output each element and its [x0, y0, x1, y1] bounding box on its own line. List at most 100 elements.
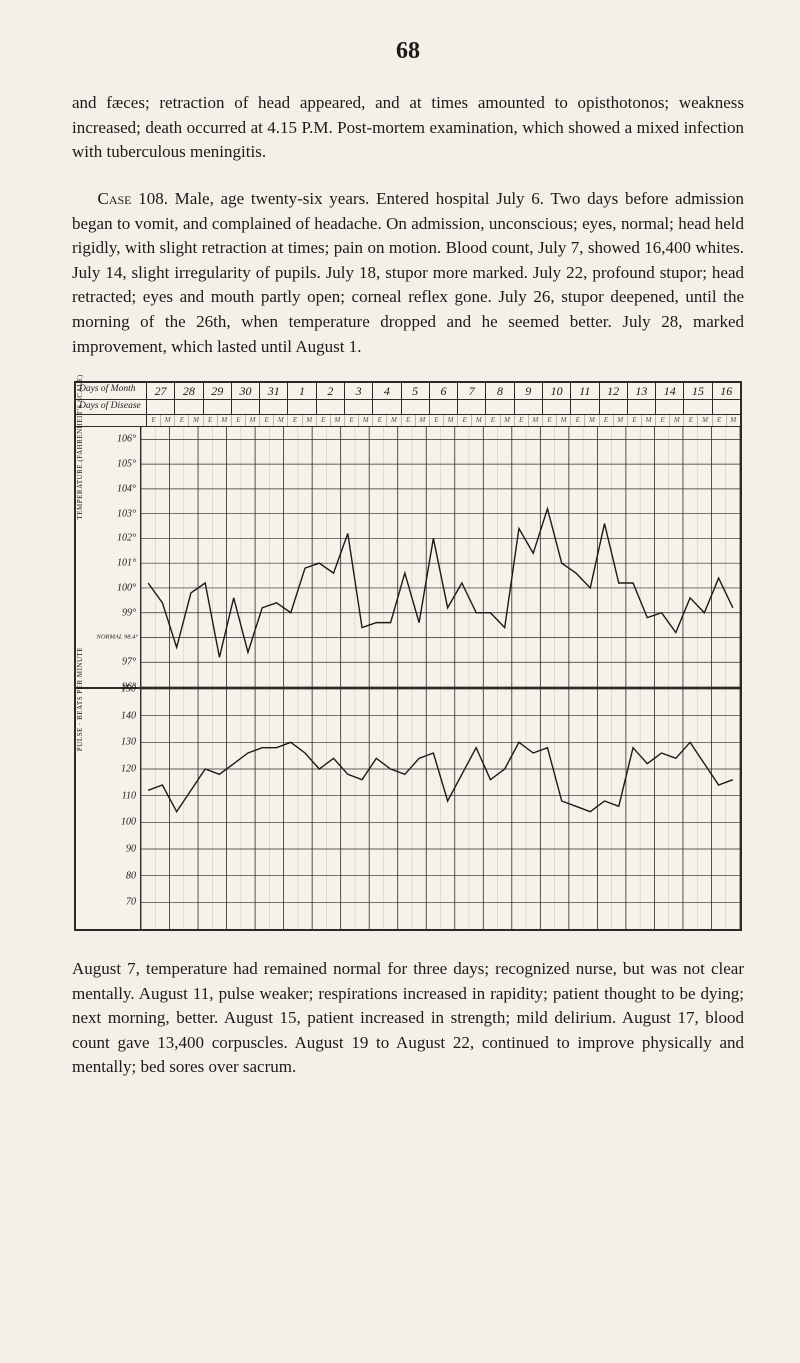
em-cell: M: [274, 415, 288, 426]
em-cell: E: [232, 415, 246, 426]
day-of-month-cell: 5: [402, 383, 430, 399]
page-number: 68: [72, 38, 744, 65]
day-of-disease-cell: [402, 400, 430, 414]
em-cell: E: [543, 415, 557, 426]
em-cell: E: [600, 415, 614, 426]
day-of-month-cell: 13: [628, 383, 656, 399]
day-of-disease-cell: [430, 400, 458, 414]
em-cell: M: [416, 415, 430, 426]
temp-axis-label: TEMPERATURE.(FAHRENHEIT'S SCALE): [76, 337, 84, 557]
pulse-y-axis: PULSE · BEATS PER MINUTE 150140130120110…: [76, 689, 141, 929]
temp-plot-area: [141, 427, 740, 687]
chart-header-month: Days of Month 27282930311234567891011121…: [76, 383, 740, 400]
em-cell: M: [529, 415, 543, 426]
day-of-disease-cell: [600, 400, 628, 414]
days-of-month-label: Days of Month: [76, 383, 147, 399]
case-label: Case 108.: [98, 189, 168, 208]
y-tick-label: 110: [122, 790, 136, 801]
em-cell: M: [189, 415, 203, 426]
em-cell: M: [161, 415, 175, 426]
day-of-disease-cell: [571, 400, 599, 414]
em-cell: E: [204, 415, 218, 426]
paragraph-1: and fæces; retraction of head appeared, …: [72, 91, 744, 165]
day-of-month-cell: 10: [543, 383, 571, 399]
day-of-disease-cell: [684, 400, 712, 414]
paragraph-3: August 7, temperature had remained norma…: [72, 957, 744, 1080]
y-tick-label: 140: [121, 710, 136, 721]
day-of-month-cell: 31: [260, 383, 288, 399]
em-cell: M: [218, 415, 232, 426]
y-tick-label: 90: [126, 843, 136, 854]
day-of-disease-cell: [175, 400, 203, 414]
em-cell: E: [656, 415, 670, 426]
day-of-month-cell: 11: [571, 383, 599, 399]
day-of-disease-cell: [373, 400, 401, 414]
em-cell: M: [444, 415, 458, 426]
pulse-plot-area: [141, 689, 740, 929]
day-of-month-cell: 2: [317, 383, 345, 399]
day-of-disease-cell: [204, 400, 232, 414]
y-tick-label: 100: [121, 817, 136, 828]
em-cell: M: [246, 415, 260, 426]
y-tick-label: 130: [121, 737, 136, 748]
day-of-disease-cell: [656, 400, 684, 414]
y-tick-label: 103°: [117, 508, 136, 519]
em-cell: E: [317, 415, 331, 426]
chart-header-disease: Days of Disease: [76, 400, 740, 415]
em-cell: M: [557, 415, 571, 426]
em-cell: M: [670, 415, 684, 426]
day-of-month-cell: 1: [288, 383, 316, 399]
day-of-disease-cell: [345, 400, 373, 414]
em-cell: M: [331, 415, 345, 426]
em-cell: E: [147, 415, 161, 426]
day-of-disease-cell: [288, 400, 316, 414]
em-cell: E: [713, 415, 727, 426]
y-tick-label: 150: [121, 683, 136, 694]
em-cell: M: [642, 415, 656, 426]
em-cell: M: [387, 415, 401, 426]
em-cell: M: [501, 415, 515, 426]
em-cell: E: [571, 415, 585, 426]
em-cell: E: [628, 415, 642, 426]
day-of-month-cell: 28: [175, 383, 203, 399]
day-of-month-cell: 15: [684, 383, 712, 399]
day-of-disease-cell: [515, 400, 543, 414]
paragraph-2: Case 108. Male, age twenty-six years. En…: [72, 187, 744, 359]
y-tick-label: 120: [121, 763, 136, 774]
y-tick-label: 99°: [122, 607, 136, 618]
medical-chart: Days of Month 27282930311234567891011121…: [74, 381, 742, 931]
days-of-disease-label: Days of Disease: [76, 400, 147, 414]
y-tick-label: 104°: [117, 483, 136, 494]
paragraph-2-body: Male, age twenty-six years. Entered hosp…: [72, 189, 744, 356]
day-of-disease-cell: [260, 400, 288, 414]
day-of-disease-cell: [317, 400, 345, 414]
em-cell: E: [430, 415, 444, 426]
em-cell: M: [727, 415, 740, 426]
em-cell: E: [486, 415, 500, 426]
day-of-month-cell: 7: [458, 383, 486, 399]
em-cell: E: [515, 415, 529, 426]
y-tick-label: NORMAL 98.4°: [97, 634, 138, 641]
em-cell: E: [175, 415, 189, 426]
em-cell: E: [288, 415, 302, 426]
day-of-disease-cell: [232, 400, 260, 414]
temp-y-axis: TEMPERATURE.(FAHRENHEIT'S SCALE) 106°105…: [76, 427, 141, 687]
em-cell: M: [303, 415, 317, 426]
day-of-disease-cell: [486, 400, 514, 414]
day-of-month-cell: 3: [345, 383, 373, 399]
y-tick-label: 100°: [117, 582, 136, 593]
em-cell: E: [458, 415, 472, 426]
em-label-blank: [76, 415, 147, 426]
em-cell: E: [345, 415, 359, 426]
y-tick-label: 101°: [117, 558, 136, 569]
day-of-disease-cell: [458, 400, 486, 414]
day-of-month-cell: 29: [204, 383, 232, 399]
em-cell: E: [260, 415, 274, 426]
day-of-month-cell: 27: [147, 383, 175, 399]
day-of-month-cell: 8: [486, 383, 514, 399]
day-of-month-cell: 30: [232, 383, 260, 399]
em-cell: E: [402, 415, 416, 426]
em-cell: M: [698, 415, 712, 426]
day-of-disease-cell: [713, 400, 740, 414]
y-tick-label: 97°: [122, 657, 136, 668]
